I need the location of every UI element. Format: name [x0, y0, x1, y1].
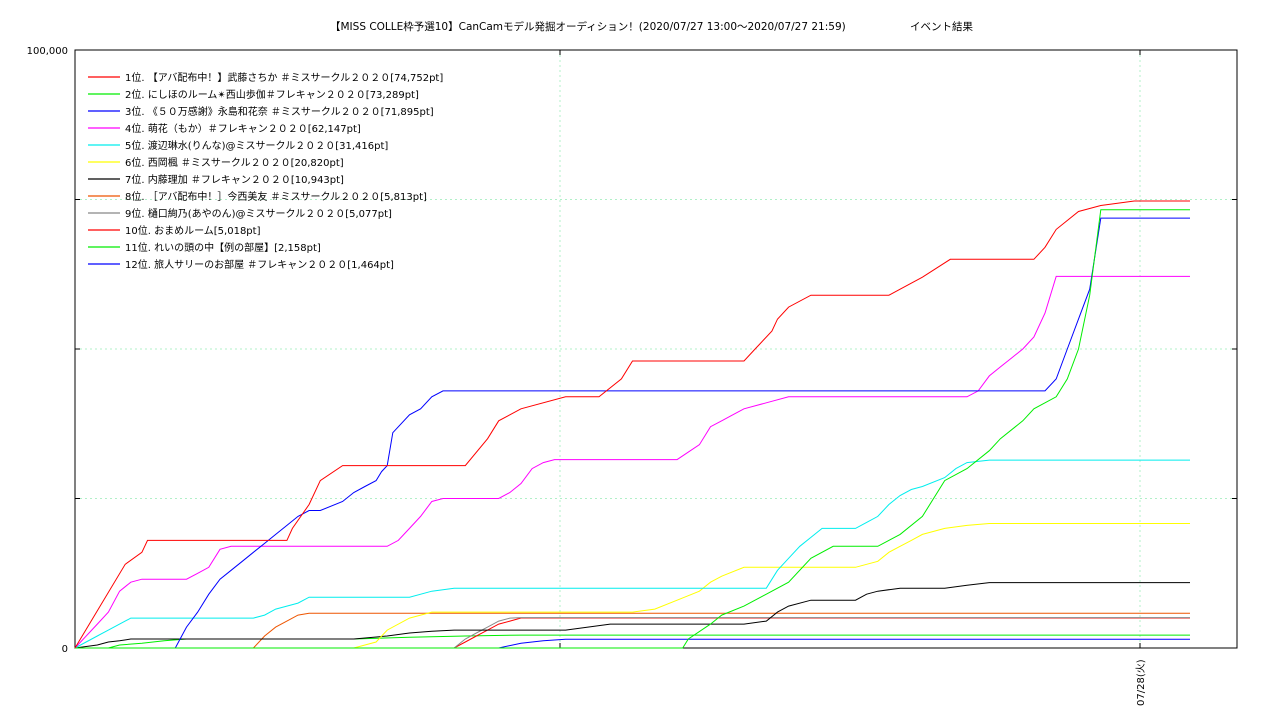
legend-label-3: 3位. 《５０万感謝》永島和花奈 ＃ミスサークル２０２０[71,895pt] [125, 105, 434, 118]
series-line-3 [75, 217, 1190, 649]
series-line-1 [74, 200, 1190, 649]
series-line-8 [75, 612, 1190, 649]
series-line-12 [75, 638, 1190, 649]
legend-label-10: 10位. おまめルーム[5,018pt] [125, 224, 261, 237]
grid [75, 50, 1237, 648]
legend: 1位. 【アバ配布中！】武藤さちか ＃ミスサークル２０２０[74,752pt] 2… [88, 71, 443, 271]
series-line-2 [75, 209, 1190, 649]
chart-subtitle: イベント結果 [910, 20, 973, 33]
y-tick-label-min: 0 [62, 644, 68, 655]
series-line-7 [74, 582, 1190, 649]
series-line-9 [75, 617, 1190, 649]
legend-label-1: 1位. 【アバ配布中！】武藤さちか ＃ミスサークル２０２０[74,752pt] [125, 71, 443, 84]
series-line-4 [74, 275, 1190, 649]
legend-label-4: 4位. 萌花（もか）＃フレキャン２０２０[62,147pt] [125, 122, 361, 135]
legend-label-8: 8位. ［アバ配布中！］今西美友 ＃ミスサークル２０２０[5,813pt] [125, 190, 427, 203]
chart-title: 【MISS COLLE枠予選10】CanCamモデル発掘オーディション！(202… [330, 20, 846, 33]
legend-label-2: 2位. にしほのルーム✴西山歩伽＃フレキャン２０２０[73,289pt] [125, 88, 419, 101]
legend-label-7: 7位. 内藤理加 ＃フレキャン２０２０[10,943pt] [125, 173, 344, 186]
series-lines [74, 200, 1190, 649]
legend-label-6: 6位. 西岡楓 ＃ミスサークル２０２０[20,820pt] [125, 156, 344, 169]
legend-label-11: 11位. れいの頭の中【例の部屋】[2,158pt] [125, 241, 321, 254]
x-tick-label-date: 07/28(火) [1135, 659, 1147, 706]
legend-label-5: 5位. 渡辺琳水(りんな)@ミスサークル２０２０[31,416pt] [125, 139, 388, 152]
series-line-6 [75, 523, 1190, 649]
tick-marks [75, 50, 1237, 648]
legend-label-12: 12位. 旅人サリーのお部屋 ＃フレキャン２０２０[1,464pt] [125, 258, 394, 271]
y-tick-label-max: 100,000 [27, 46, 68, 57]
series-line-5 [74, 459, 1190, 649]
series-line-11 [75, 634, 1190, 649]
legend-label-9: 9位. 樋口絢乃(あやのん)@ミスサークル２０２０[5,077pt] [125, 207, 392, 220]
series-line-10 [75, 617, 1190, 649]
